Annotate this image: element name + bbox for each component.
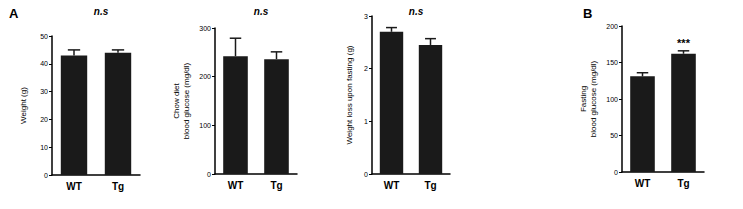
svg-text:0: 0	[614, 169, 618, 176]
svg-text:50: 50	[610, 132, 618, 139]
svg-text:n.s: n.s	[409, 6, 424, 17]
svg-text:300: 300	[199, 25, 211, 32]
svg-text:0: 0	[207, 171, 211, 178]
svg-text:Tg: Tg	[424, 180, 436, 191]
svg-text:Chow diet: Chow diet	[172, 82, 181, 118]
svg-text:40: 40	[40, 60, 48, 67]
svg-text:0: 0	[44, 172, 48, 179]
svg-text:100: 100	[199, 122, 211, 129]
svg-text:***: ***	[677, 37, 691, 49]
svg-text:3: 3	[364, 13, 368, 20]
svg-text:B: B	[583, 6, 592, 21]
svg-text:WT: WT	[228, 180, 244, 191]
svg-text:blood glucose (mg/dl): blood glucose (mg/dl)	[182, 62, 191, 139]
svg-text:10: 10	[40, 144, 48, 151]
svg-text:n.s: n.s	[94, 6, 109, 17]
svg-text:Weight loss upon fasting (g): Weight loss upon fasting (g)	[345, 45, 354, 144]
svg-text:Tg: Tg	[677, 178, 689, 189]
svg-text:150: 150	[606, 59, 618, 66]
svg-text:Fasting: Fasting	[579, 86, 588, 112]
svg-text:20: 20	[40, 116, 48, 123]
svg-text:blood glucose (mg/dl): blood glucose (mg/dl)	[589, 60, 598, 137]
svg-text:30: 30	[40, 88, 48, 95]
svg-text:WT: WT	[635, 178, 651, 189]
svg-text:200: 200	[606, 23, 618, 30]
svg-text:100: 100	[606, 96, 618, 103]
svg-text:Tg: Tg	[270, 180, 282, 191]
svg-text:WT: WT	[66, 181, 82, 192]
svg-text:Weight (g): Weight (g)	[19, 87, 28, 124]
svg-text:200: 200	[199, 73, 211, 80]
svg-text:A: A	[9, 6, 19, 21]
svg-text:Tg: Tg	[112, 181, 124, 192]
svg-text:0: 0	[364, 171, 368, 178]
svg-text:50: 50	[40, 33, 48, 40]
svg-text:WT: WT	[384, 180, 400, 191]
svg-text:1: 1	[364, 118, 368, 125]
svg-text:n.s: n.s	[254, 6, 269, 17]
svg-text:2: 2	[364, 65, 368, 72]
